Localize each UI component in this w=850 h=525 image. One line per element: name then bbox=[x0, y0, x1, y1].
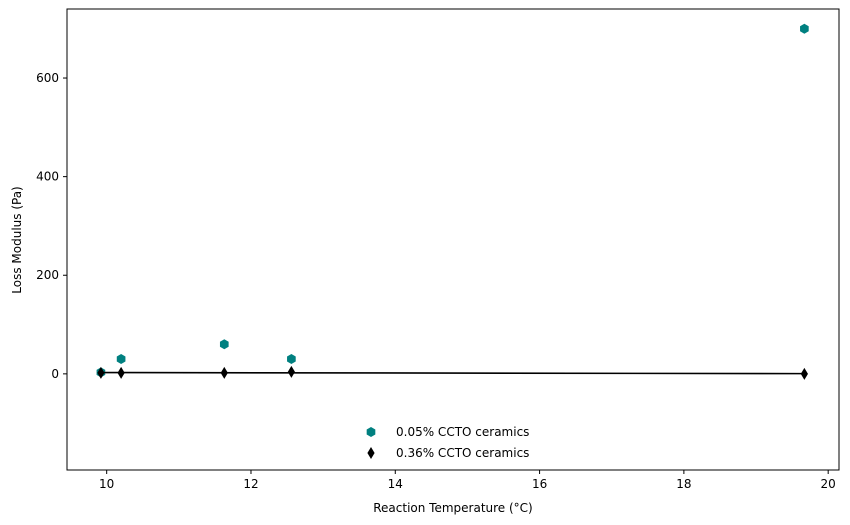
y-tick-label: 0 bbox=[51, 367, 59, 381]
y-axis-ticks: 0 200 400 600 bbox=[36, 71, 67, 381]
y-tick-label: 200 bbox=[36, 268, 59, 282]
x-tick-label: 10 bbox=[99, 477, 114, 491]
series-layer bbox=[96, 23, 809, 380]
legend: 0.05% CCTO ceramics 0.36% CCTO ceramics bbox=[366, 425, 529, 460]
series-2-point bbox=[287, 365, 295, 378]
series-2-point bbox=[220, 366, 228, 379]
series-1-point bbox=[800, 23, 809, 34]
legend-label: 0.36% CCTO ceramics bbox=[396, 446, 529, 460]
legend-label: 0.05% CCTO ceramics bbox=[396, 425, 529, 439]
x-tick-label: 14 bbox=[388, 477, 403, 491]
y-axis-label: Loss Modulus (Pa) bbox=[10, 186, 24, 293]
series-2-point bbox=[117, 366, 125, 379]
y-tick-label: 600 bbox=[36, 71, 59, 85]
x-tick-label: 16 bbox=[532, 477, 547, 491]
y-tick-label: 400 bbox=[36, 170, 59, 184]
x-axis-label: Reaction Temperature (°C) bbox=[373, 501, 533, 515]
series-2-point bbox=[800, 367, 808, 380]
series-2-point bbox=[97, 366, 105, 379]
series-2-trend-line bbox=[100, 371, 805, 375]
series-1-point bbox=[287, 354, 296, 365]
x-tick-label: 20 bbox=[821, 477, 836, 491]
legend-marker bbox=[366, 427, 376, 437]
plot-frame bbox=[66, 8, 840, 471]
legend-marker bbox=[367, 447, 375, 459]
x-tick-label: 12 bbox=[243, 477, 258, 491]
x-tick-label: 18 bbox=[676, 477, 691, 491]
x-axis-ticks: 10 12 14 16 18 20 bbox=[99, 470, 836, 491]
series-1-point bbox=[116, 354, 126, 365]
series-1-point bbox=[219, 339, 229, 350]
